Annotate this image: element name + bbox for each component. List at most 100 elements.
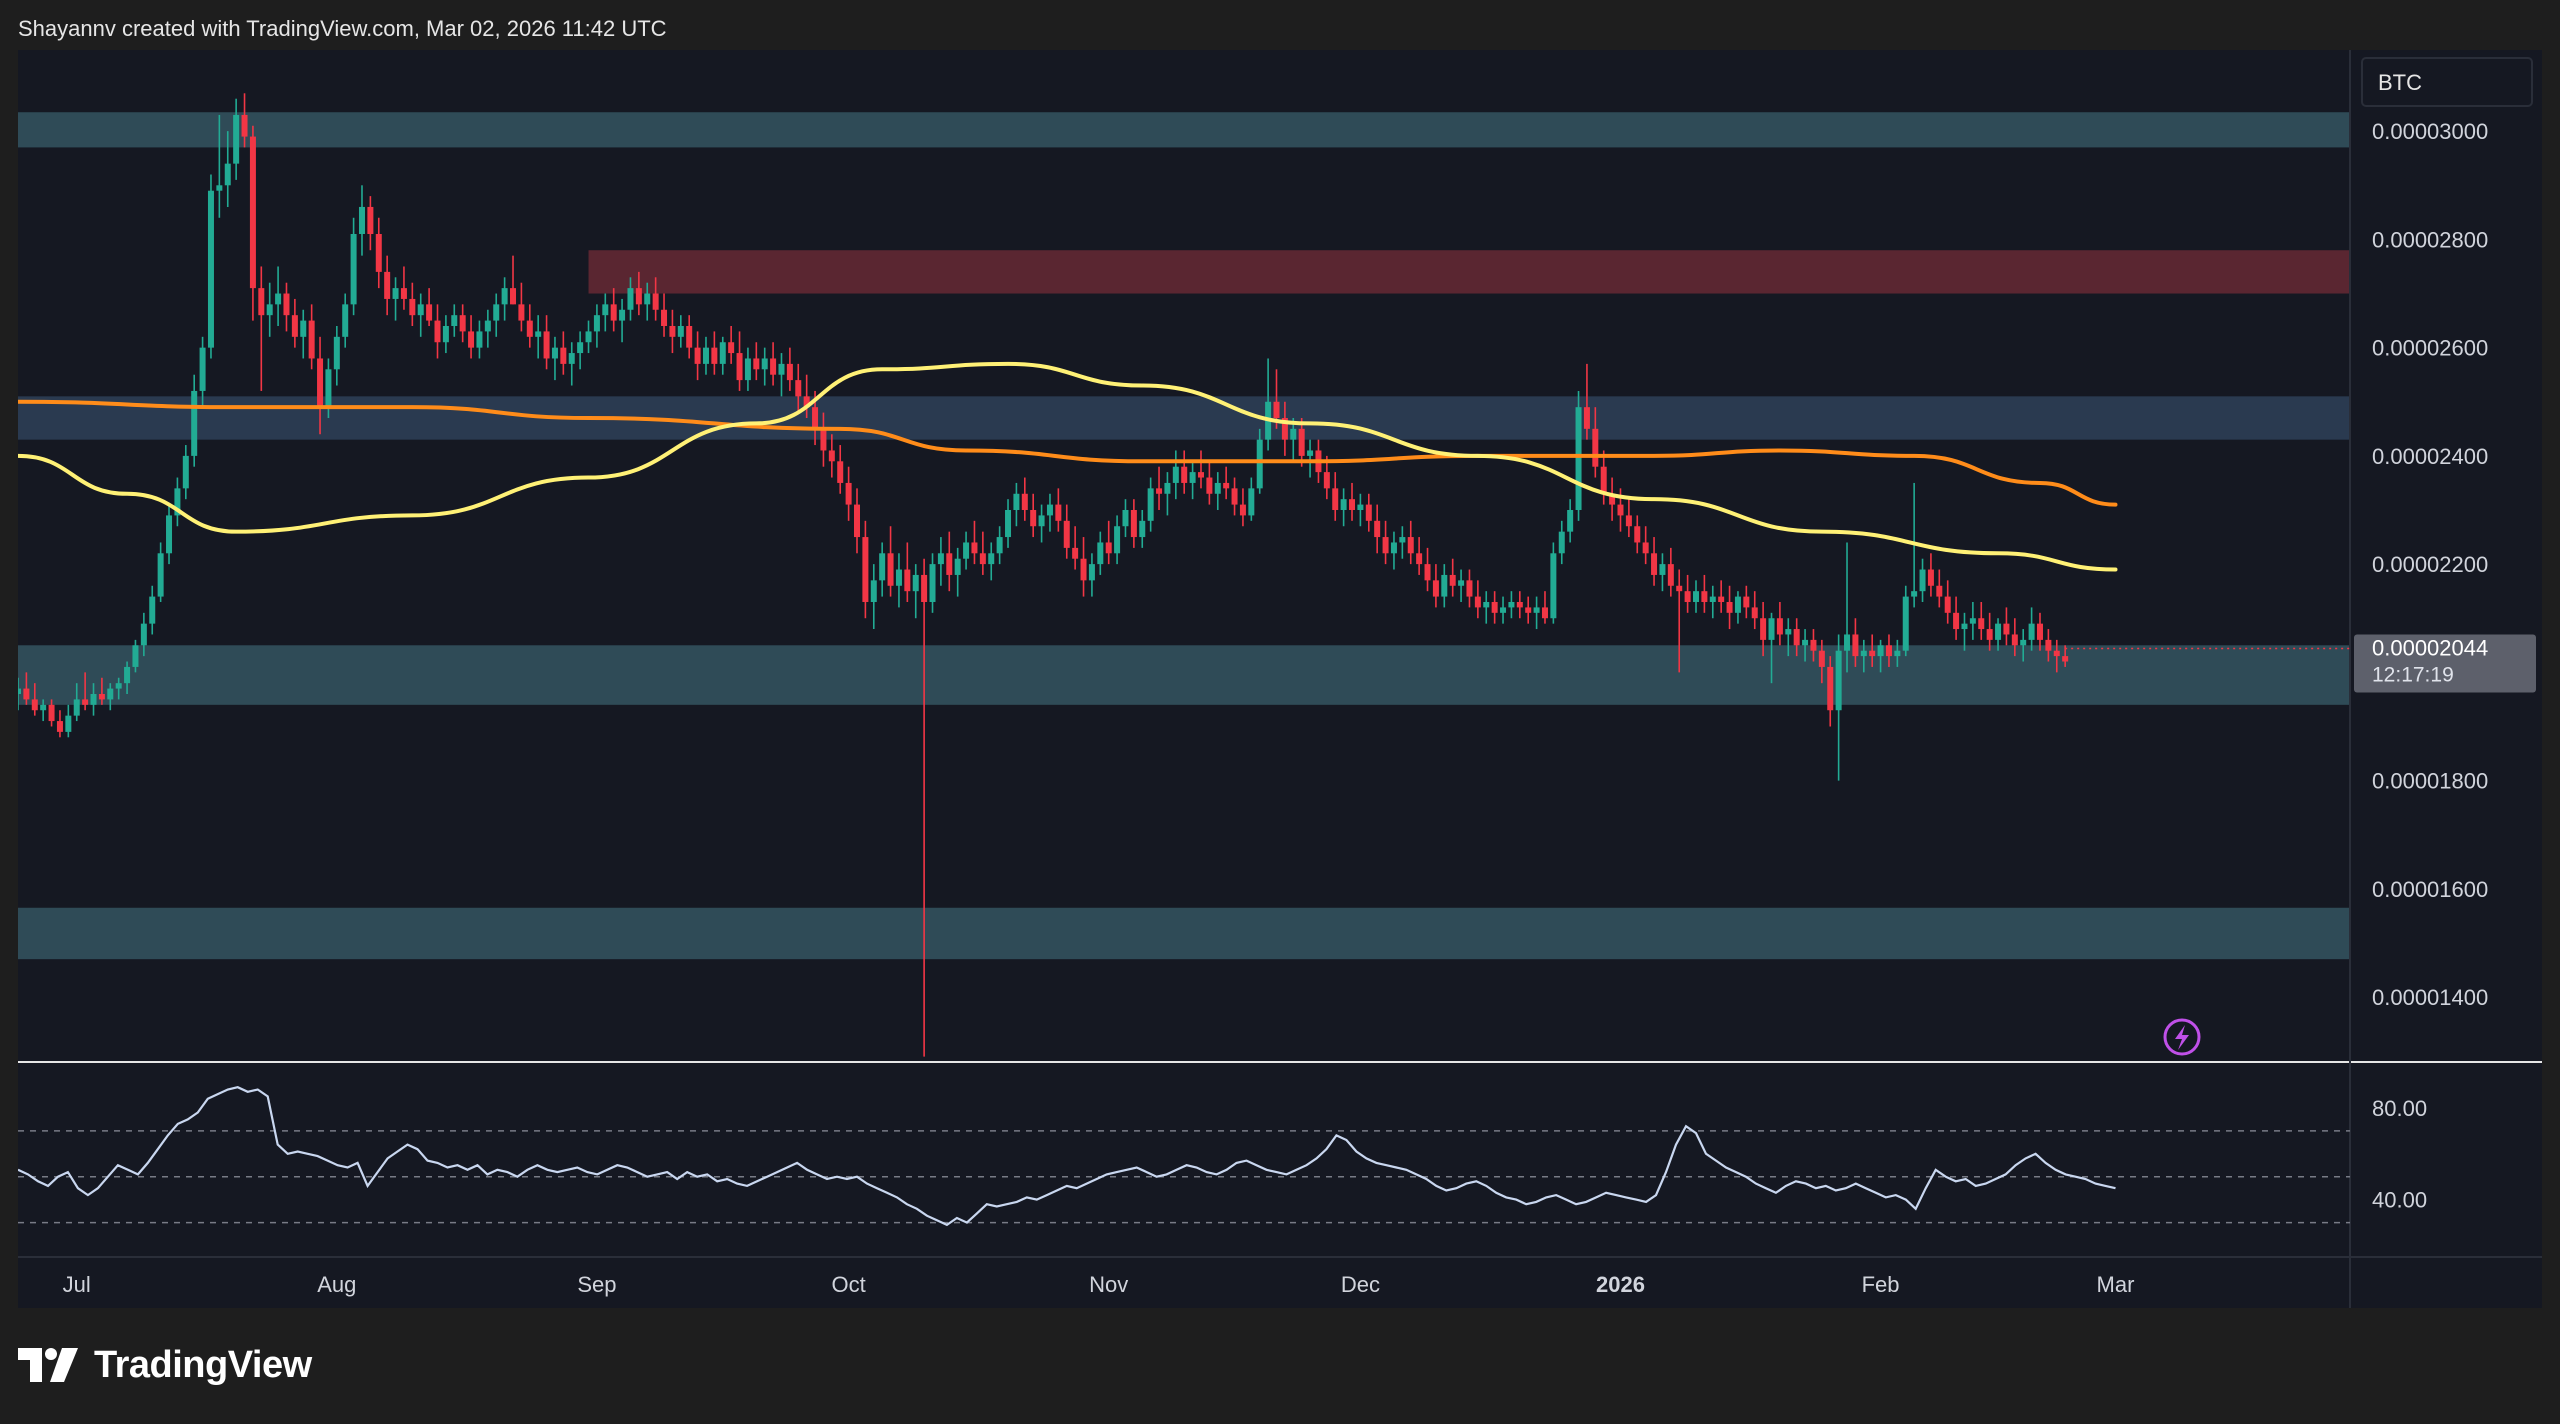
candle-body [333,336,340,370]
candle-body [1147,488,1154,521]
last-price-tag [2354,634,2536,693]
rsi-tick-label: 80.00 [2372,1096,2427,1121]
candle-body [1424,564,1431,581]
candle-body [1349,499,1356,510]
rsi-line [17,1086,2116,1227]
candle-body [619,309,626,321]
candle-body [459,315,466,332]
candle-body [879,553,886,581]
lightning-icon[interactable] [2163,1018,2201,1056]
candle-body [1869,650,1876,657]
candle-body [476,331,483,348]
candle-body [56,721,63,732]
candle-body [1852,634,1859,657]
candle-body [1919,569,1926,592]
candle-body [417,304,424,316]
time-tick-label: Feb [1862,1272,1900,1297]
candle-body [1625,515,1632,527]
time-tick-label: Nov [1089,1272,1128,1297]
candle-body [677,326,684,337]
candle-body [812,407,819,429]
candle-body [786,363,793,381]
candle-body [702,347,709,364]
candle-body [1298,428,1305,456]
candle-body [1097,542,1104,565]
candle-body [1995,623,2002,640]
price-tick-label: 0.00003000 [2372,119,2488,144]
candle-body [182,455,189,489]
candle-body [65,715,72,732]
tradingview-logo-text: TradingView [94,1343,312,1386]
candle-body [1751,607,1758,619]
candle-body [1139,520,1146,538]
candle-body [686,326,693,348]
candle-body [1927,569,1934,586]
time-tick-label: Dec [1341,1272,1380,1297]
candle-body [510,288,517,305]
candle-body [1718,596,1725,602]
candle-body [577,342,584,354]
candle-body [1189,472,1196,483]
symbol-badge-box[interactable] [2361,57,2533,107]
candle-body [929,564,936,602]
candle-body [1164,482,1171,494]
candle-body [1860,650,1867,657]
candle-body [1726,602,1733,613]
candle-body [434,320,441,343]
candle-body [610,304,617,321]
rsi-tick-label: 40.00 [2372,1188,2427,1213]
candle-body [199,347,206,391]
candle-body [1768,618,1775,640]
price-tick-label: 0.00002600 [2372,336,2488,361]
candle-body [1332,488,1339,510]
candle-body [2053,650,2060,657]
candle-body [635,288,642,305]
candle-body [31,699,38,711]
candle-body [560,347,567,364]
candle-body [2062,656,2069,662]
candle-body [1206,477,1213,494]
candle-body [988,553,995,565]
candle-body [1936,585,1943,597]
candle-body [1122,510,1129,527]
candle-body [23,688,30,700]
support-zone [18,645,2350,705]
candle-body [1374,520,1381,538]
price-tick-label: 0.00002200 [2372,552,2488,577]
candle-body [1651,553,1658,575]
candle-body [593,315,600,332]
candle-body [1911,591,1918,597]
candle-body [719,342,726,364]
candle-body [1231,488,1238,505]
candle-body [602,304,609,316]
candle-body [1818,650,1825,667]
candle-body [1944,596,1951,613]
candle-body [358,206,365,234]
candle-body [1659,564,1666,575]
supply-zone [588,250,2350,294]
candle-body [1567,510,1574,532]
candle-body [484,320,491,332]
time-tick-label: Mar [2097,1272,2135,1297]
candle-body [1642,542,1649,554]
candle-body [2045,639,2052,651]
candle-body [845,482,852,505]
candle-body [669,326,676,337]
candle-body [1953,612,1960,630]
candle-body [795,380,802,397]
candle-body [1214,482,1221,494]
candle-body [258,288,265,316]
chart-frame[interactable]: 80.00 40.00 0.00003000 0.00002800 0.0000260… [15,50,2542,1308]
chart-svg[interactable]: 80.00 40.00 0.00003000 0.00002800 0.0000260… [15,50,2542,1308]
candle-body [2028,623,2035,640]
candle-body [652,293,659,310]
candle-body [1902,596,1909,651]
candle-body [266,304,273,316]
candle-body [291,315,298,337]
candle-body [1046,504,1053,516]
candle-body [1130,510,1137,538]
resistance-zone-top [18,112,2350,148]
candle-body [1533,607,1540,613]
candle-body [854,504,860,538]
time-tick-label: Oct [831,1272,865,1297]
